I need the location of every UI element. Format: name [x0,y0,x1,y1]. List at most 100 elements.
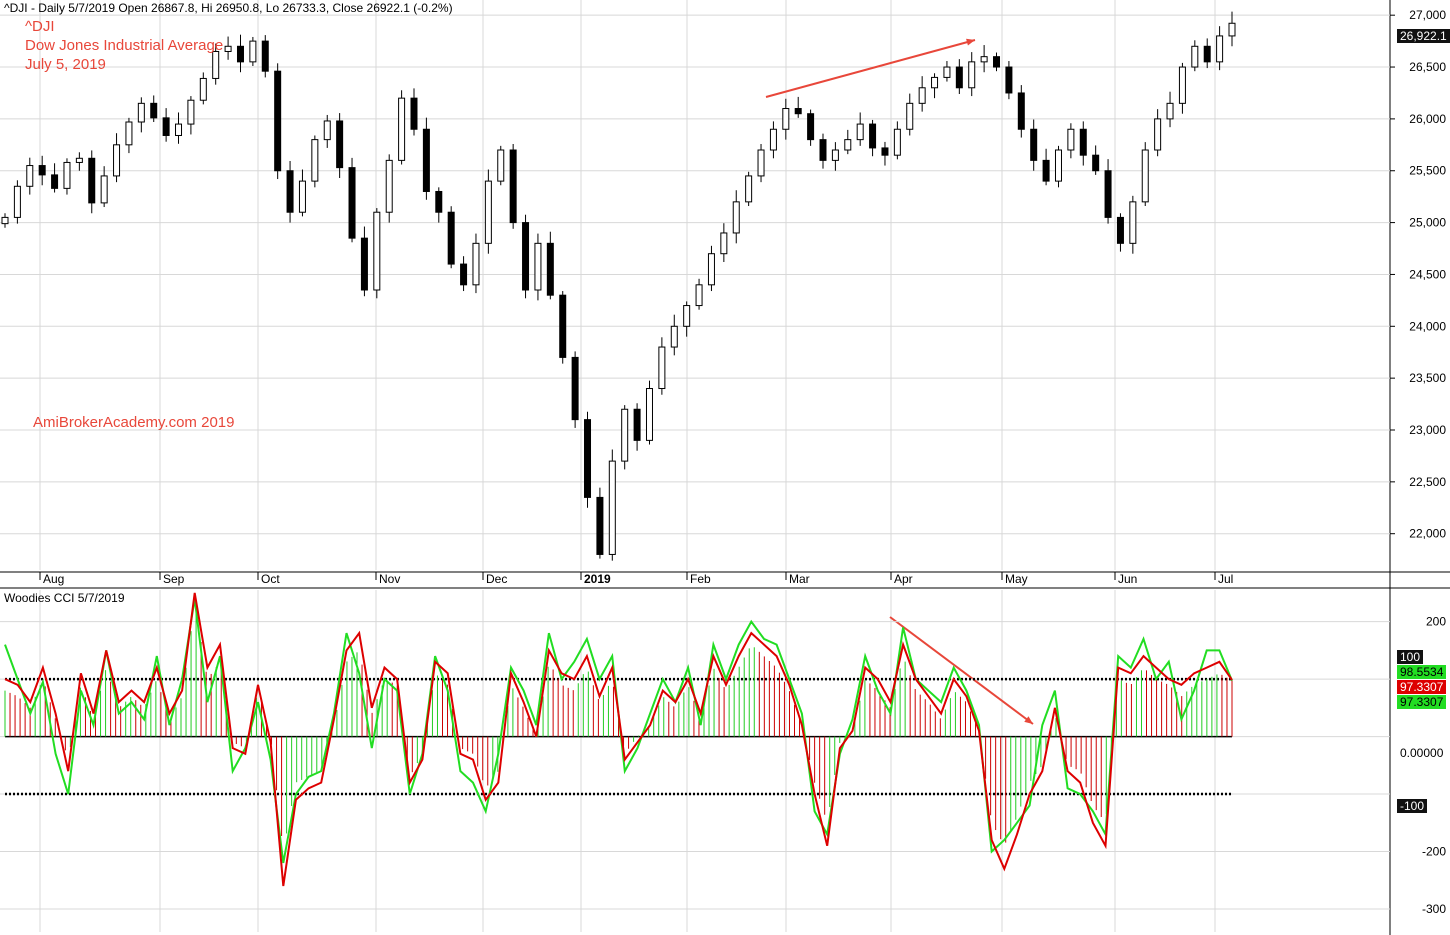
y-tick-label: 200 [1426,615,1446,629]
candle-body [584,419,592,498]
x-tick-label: Sep [163,572,185,586]
candle-body [435,190,443,213]
candle-body [906,102,914,130]
candle-body [509,149,517,224]
candle-body [980,56,988,63]
candle-body [1042,159,1050,182]
candle-body [881,147,889,156]
candle-body [187,99,195,125]
candle-body [1030,128,1038,161]
rising-price-arrow-head [966,38,975,46]
candle-body [249,40,257,63]
x-tick-label: Dec [486,572,507,586]
turbo-value-tag: 97.3307 [1397,680,1447,694]
candle-body [472,242,480,286]
candle-body [782,108,790,130]
watermark-text: AmiBrokerAcademy.com 2019 [33,414,235,431]
x-tick-label: Jun [1118,572,1137,586]
candle-body [51,174,59,189]
candle-body [968,61,976,89]
candle-body [150,102,158,119]
candle-body [546,242,554,296]
candle-body [224,45,232,52]
y-tick-label: 26,500 [1409,60,1446,74]
candle-body [1141,149,1149,203]
y-tick-label: 24,500 [1409,267,1446,281]
candle-body [38,165,46,176]
hist-value-tag: 97.3307 [1397,695,1447,709]
x-tick-label: Feb [690,572,711,586]
candle-body [596,496,604,555]
candle-body [398,97,406,161]
candle-body [856,123,864,141]
candle-body [1005,66,1013,94]
candle-body [559,294,567,358]
last-price-tag: 26,922.1 [1397,29,1450,43]
candle-body [931,76,939,89]
candle-body [745,175,753,203]
level-neg100-tag: -100 [1397,799,1428,813]
symbol-annotation: ^DJI [25,18,55,35]
y-tick-label: 24,000 [1409,319,1446,333]
cci-value-tag: 98.5534 [1397,665,1447,679]
candle-body [670,325,678,348]
candle-body [1067,128,1075,151]
candle-body [497,149,505,182]
candle-body [1178,66,1186,104]
price-header: ^DJI - Daily 5/7/2019 Open 26867.8, Hi 2… [4,1,453,15]
candle-body [1079,128,1087,156]
x-tick-label: Oct [261,572,280,586]
candle-body [410,97,418,130]
candle-body [1154,118,1162,151]
candle-body [236,45,244,63]
y-tick-label: 23,500 [1409,371,1446,385]
candle-body [571,356,579,421]
candle-body [621,408,629,462]
candle-body [373,211,381,291]
candle-body [63,161,71,189]
candle-body [769,128,777,151]
x-tick-label: 2019 [584,572,611,586]
candle-body [1104,170,1112,218]
candle-body [175,123,183,136]
falling-cci-arrow-head [1024,716,1033,724]
candle-body [757,149,765,177]
candle-body [1216,35,1224,63]
y-tick-label: 25,000 [1409,216,1446,230]
zero-value-tag: 0.00000 [1397,746,1447,760]
candle-body [695,284,703,307]
candle-body [943,66,951,78]
x-tick-label: Jul [1218,572,1233,586]
candle-body [274,70,282,172]
rising-price-arrow [765,39,976,98]
candle-body [720,232,728,255]
candle-body [993,56,1001,68]
candle-body [1116,216,1124,244]
candle-body [447,211,455,265]
candle-body [1191,45,1199,68]
candle-body [1228,22,1236,37]
falling-cci-arrow [889,616,1034,725]
candle-body [1017,92,1025,130]
candle-body [893,128,901,156]
candle-body [212,50,220,79]
candle-body [1092,154,1100,172]
candle-body [683,305,691,327]
candle-body [819,139,827,161]
candle-body [26,165,34,187]
candle-body [522,222,530,291]
y-tick-label: 25,500 [1409,164,1446,178]
candle-body [323,120,331,141]
candle-body [336,120,344,169]
candle-body [1129,201,1137,244]
y-tick-label: 23,000 [1409,423,1446,437]
index-name-annotation: Dow Jones Industrial Average [25,37,224,54]
candle-body [831,149,839,161]
x-tick-label: Mar [789,572,810,586]
candle-body [633,408,641,441]
candle-body [707,253,715,286]
candle-body [298,180,306,213]
candle-body [794,108,802,115]
